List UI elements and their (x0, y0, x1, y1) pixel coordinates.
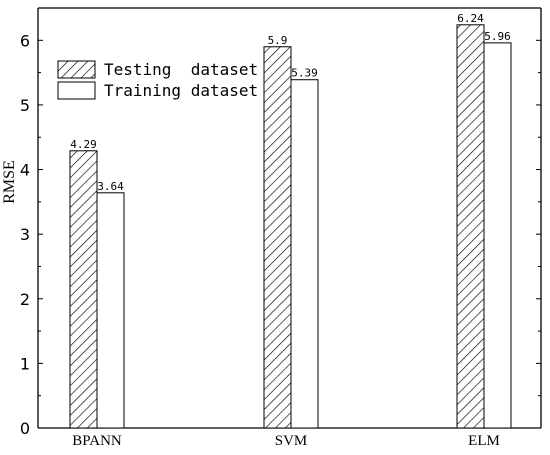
legend-label-testing: Testing dataset (104, 60, 258, 79)
bars (69, 24, 512, 429)
data-label-training: 3.64 (97, 180, 124, 193)
y-tick-label: 1 (20, 354, 30, 373)
data-label-testing: 4.29 (70, 138, 97, 151)
data-label-testing: 5.9 (268, 34, 288, 47)
bar-testing (69, 150, 98, 429)
y-tick-label: 5 (20, 96, 30, 115)
bar-testing (456, 24, 485, 429)
y-tick-label: 0 (20, 419, 30, 438)
data-label-training: 5.39 (291, 67, 318, 80)
bar-testing (263, 46, 292, 429)
data-label-testing: 6.24 (457, 12, 484, 25)
data-label-training: 5.96 (484, 30, 511, 43)
legend: Testing dataset Training dataset (57, 60, 258, 100)
y-tick-label: 3 (20, 225, 30, 244)
y-axis-title: RMSE (1, 160, 18, 204)
bar-training (290, 79, 319, 429)
bar-training (483, 42, 512, 429)
legend-label-training: Training dataset (104, 81, 258, 100)
y-tick-label: 2 (20, 290, 30, 309)
legend-swatch-testing (57, 60, 96, 79)
x-category-label: SVM (275, 433, 308, 449)
legend-swatch-training (57, 81, 96, 100)
bar-training (96, 192, 125, 429)
x-category-label: ELM (468, 433, 500, 449)
data-labels: 4.29 3.64 5.9 5.39 6.245.96 (70, 12, 511, 193)
x-category-label: BPANN (72, 433, 122, 449)
y-tick-label: 4 (20, 161, 30, 180)
y-tick-label: 6 (20, 31, 30, 50)
